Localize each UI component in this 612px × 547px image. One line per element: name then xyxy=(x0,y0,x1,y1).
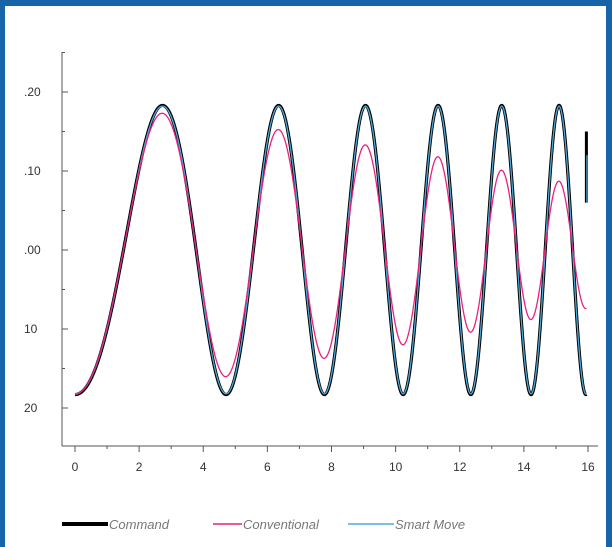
conventional-series-line xyxy=(74,112,587,396)
smart-move-series-line xyxy=(74,105,587,395)
x-tick-label: 10 xyxy=(389,460,403,474)
x-tick-label: 16 xyxy=(581,460,595,474)
y-tick-label: 20 xyxy=(24,401,38,415)
legend: Command Conventional Smart Move xyxy=(62,517,465,532)
x-tick-label: 14 xyxy=(517,460,531,474)
x-tick-label: 0 xyxy=(72,460,79,474)
axes: .20 .10 .00 10 20 0 2 4 6 8 10 12 14 16 xyxy=(24,52,598,474)
x-tick-label: 6 xyxy=(264,460,271,474)
y-tick-label: .10 xyxy=(24,164,41,178)
legend-label: Conventional xyxy=(243,517,320,532)
x-tick-label: 12 xyxy=(453,460,467,474)
y-tick-label: .00 xyxy=(24,243,41,257)
legend-label: Command xyxy=(109,517,170,532)
series-group xyxy=(74,103,588,397)
x-tick-label: 2 xyxy=(136,460,143,474)
x-tick-label: 4 xyxy=(200,460,207,474)
legend-label: Smart Move xyxy=(395,517,465,532)
y-tick-label: 10 xyxy=(24,322,38,336)
x-tick-label: 8 xyxy=(328,460,335,474)
y-tick-label: .20 xyxy=(24,85,41,99)
